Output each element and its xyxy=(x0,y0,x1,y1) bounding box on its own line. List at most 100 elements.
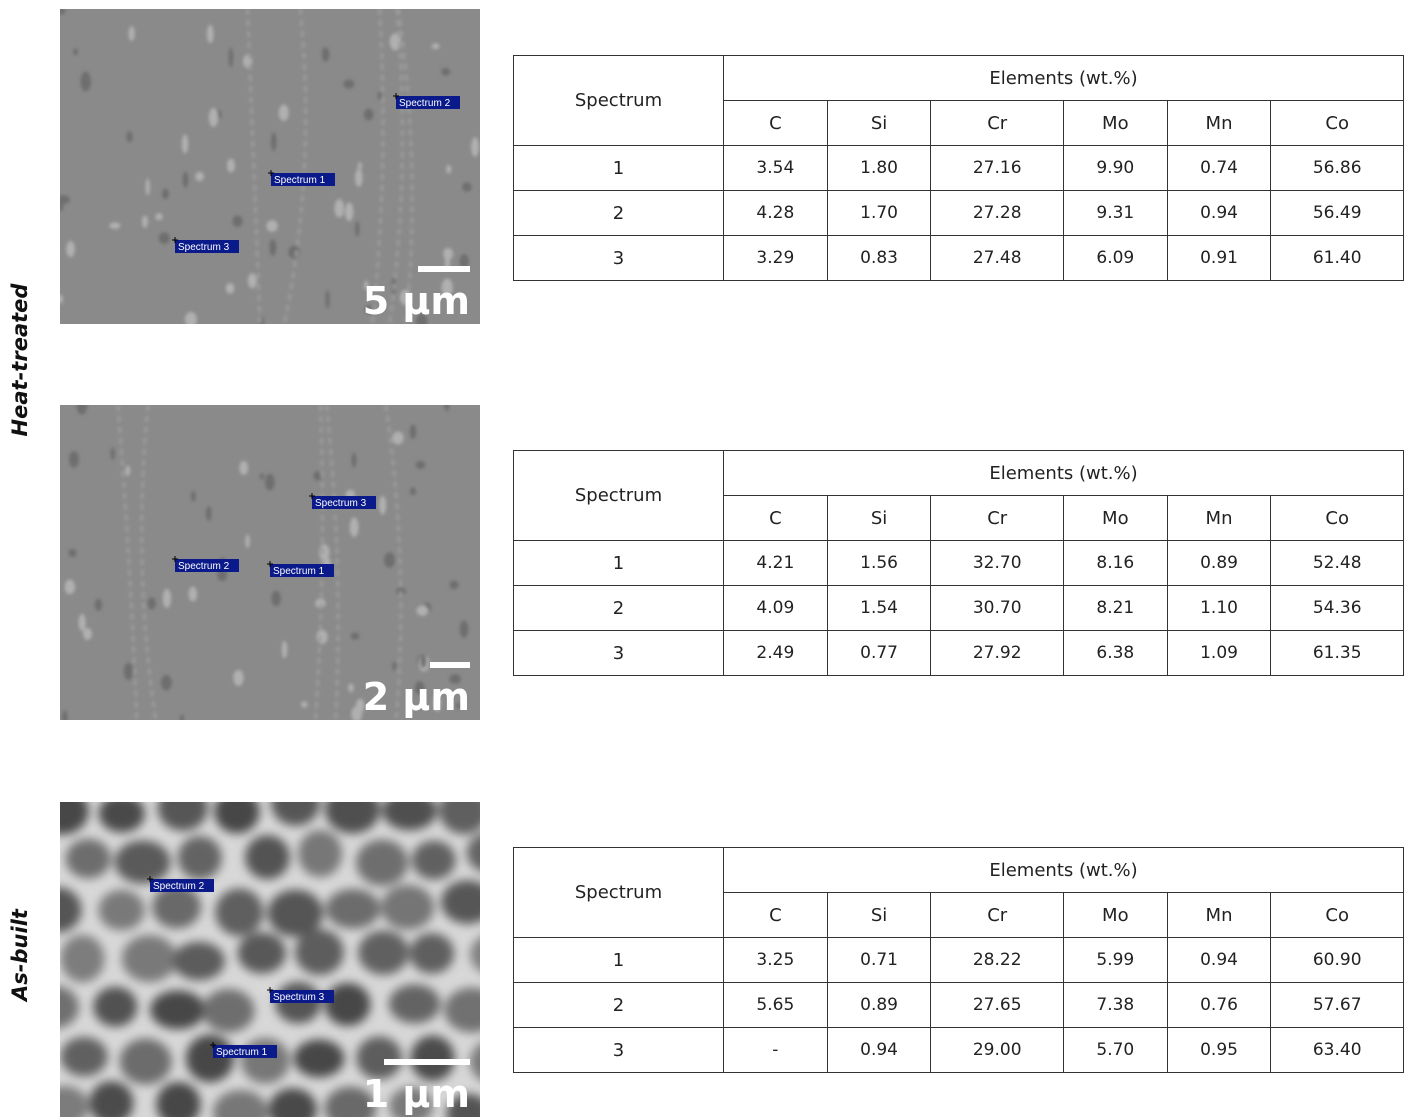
value-cell: 0.71 xyxy=(827,938,931,983)
value-cell: 2.49 xyxy=(724,631,828,676)
value-cell: 1.09 xyxy=(1167,631,1271,676)
value-cell: 5.65 xyxy=(724,983,828,1028)
value-cell: 9.90 xyxy=(1063,146,1167,191)
particle xyxy=(392,431,403,444)
particle xyxy=(471,137,479,156)
particle xyxy=(345,202,354,221)
value-cell: 52.48 xyxy=(1271,541,1404,586)
particle xyxy=(460,621,469,638)
value-cell: 0.94 xyxy=(827,1028,931,1073)
marker-label: Spectrum 3 xyxy=(178,242,230,253)
particle xyxy=(66,241,75,257)
particle xyxy=(95,599,102,611)
background xyxy=(60,9,480,324)
group-header: Elements (wt.%) xyxy=(724,848,1404,893)
data-row: 33.290.8327.486.090.9161.40 xyxy=(514,236,1404,281)
sem-image: Spectrum 2Spectrum 1Spectrum 35 µm xyxy=(60,9,480,324)
element-header: Si xyxy=(827,496,931,541)
value-cell: 30.70 xyxy=(931,586,1064,631)
value-cell: 56.49 xyxy=(1271,191,1404,236)
element-header: Si xyxy=(827,101,931,146)
data-row: 24.281.7027.289.310.9456.49 xyxy=(514,191,1404,236)
particle xyxy=(410,425,416,440)
element-header: Mo xyxy=(1063,101,1167,146)
cell xyxy=(381,885,434,930)
spectrum-id: 1 xyxy=(514,146,724,191)
row-header: Spectrum xyxy=(514,848,724,938)
particle xyxy=(269,239,276,256)
particle xyxy=(227,159,235,173)
value-cell: 27.16 xyxy=(931,146,1064,191)
element-header: C xyxy=(724,496,828,541)
particle xyxy=(146,178,150,195)
cell xyxy=(120,1038,172,1084)
particle xyxy=(73,48,78,56)
particle xyxy=(410,488,416,496)
data-row: 13.541.8027.169.900.7456.86 xyxy=(514,146,1404,191)
particle xyxy=(207,25,214,43)
marker-label: Spectrum 1 xyxy=(274,175,326,186)
particle xyxy=(446,165,451,174)
particle xyxy=(189,587,198,602)
particle xyxy=(232,215,242,227)
value-cell: 1.54 xyxy=(827,586,931,631)
particle xyxy=(379,496,386,515)
particle xyxy=(80,72,90,92)
value-cell: 8.16 xyxy=(1063,541,1167,586)
particle xyxy=(239,461,248,475)
particle xyxy=(392,661,396,670)
value-cell: 6.09 xyxy=(1063,236,1167,281)
particle xyxy=(126,131,132,142)
element-header: Co xyxy=(1271,496,1404,541)
cell xyxy=(115,840,171,883)
value-cell: 32.70 xyxy=(931,541,1064,586)
cell xyxy=(60,935,104,983)
value-cell: 5.70 xyxy=(1063,1028,1167,1073)
data-row: 25.650.8927.657.380.7657.67 xyxy=(514,983,1404,1028)
cell xyxy=(326,889,381,929)
spectrum-id: 3 xyxy=(514,236,724,281)
marker-label: Spectrum 3 xyxy=(315,498,367,509)
value-cell: 9.31 xyxy=(1063,191,1167,236)
scale-label: 1 µm xyxy=(363,1072,470,1116)
spectrum-id: 2 xyxy=(514,191,724,236)
value-cell: 56.86 xyxy=(1271,146,1404,191)
particle xyxy=(248,273,257,288)
cell xyxy=(241,1038,290,1084)
element-header: Co xyxy=(1271,893,1404,938)
value-cell: 1.70 xyxy=(827,191,931,236)
scale-label: 2 µm xyxy=(363,675,470,719)
spectrum-id: 2 xyxy=(514,586,724,631)
data-row: 14.211.5632.708.160.8952.48 xyxy=(514,541,1404,586)
particle xyxy=(416,461,426,469)
data-row: 13.250.7128.225.990.9460.90 xyxy=(514,938,1404,983)
particle xyxy=(229,47,234,67)
particle xyxy=(450,580,459,589)
value-cell: 1.10 xyxy=(1167,586,1271,631)
particle xyxy=(206,506,212,521)
value-cell: 3.29 xyxy=(724,236,828,281)
value-cell: 27.48 xyxy=(931,236,1064,281)
value-cell: 54.36 xyxy=(1271,586,1404,631)
particle xyxy=(384,552,395,568)
particle xyxy=(125,465,130,476)
value-cell: 3.25 xyxy=(724,938,828,983)
eds-table: SpectrumElements (wt.%)CSiCrMoMnCo13.541… xyxy=(513,55,1404,281)
particle xyxy=(183,172,189,188)
element-header: Cr xyxy=(931,893,1064,938)
particle xyxy=(288,246,300,259)
particle xyxy=(182,134,188,153)
particle xyxy=(462,182,471,192)
data-row: 24.091.5430.708.211.1054.36 xyxy=(514,586,1404,631)
particle xyxy=(65,580,75,595)
particle xyxy=(355,169,363,187)
particle xyxy=(260,473,264,480)
value-cell: 0.94 xyxy=(1167,191,1271,236)
particle xyxy=(163,589,171,608)
cell xyxy=(295,929,344,975)
cell xyxy=(60,1037,107,1076)
row-header: Spectrum xyxy=(514,451,724,541)
cell xyxy=(412,840,456,879)
